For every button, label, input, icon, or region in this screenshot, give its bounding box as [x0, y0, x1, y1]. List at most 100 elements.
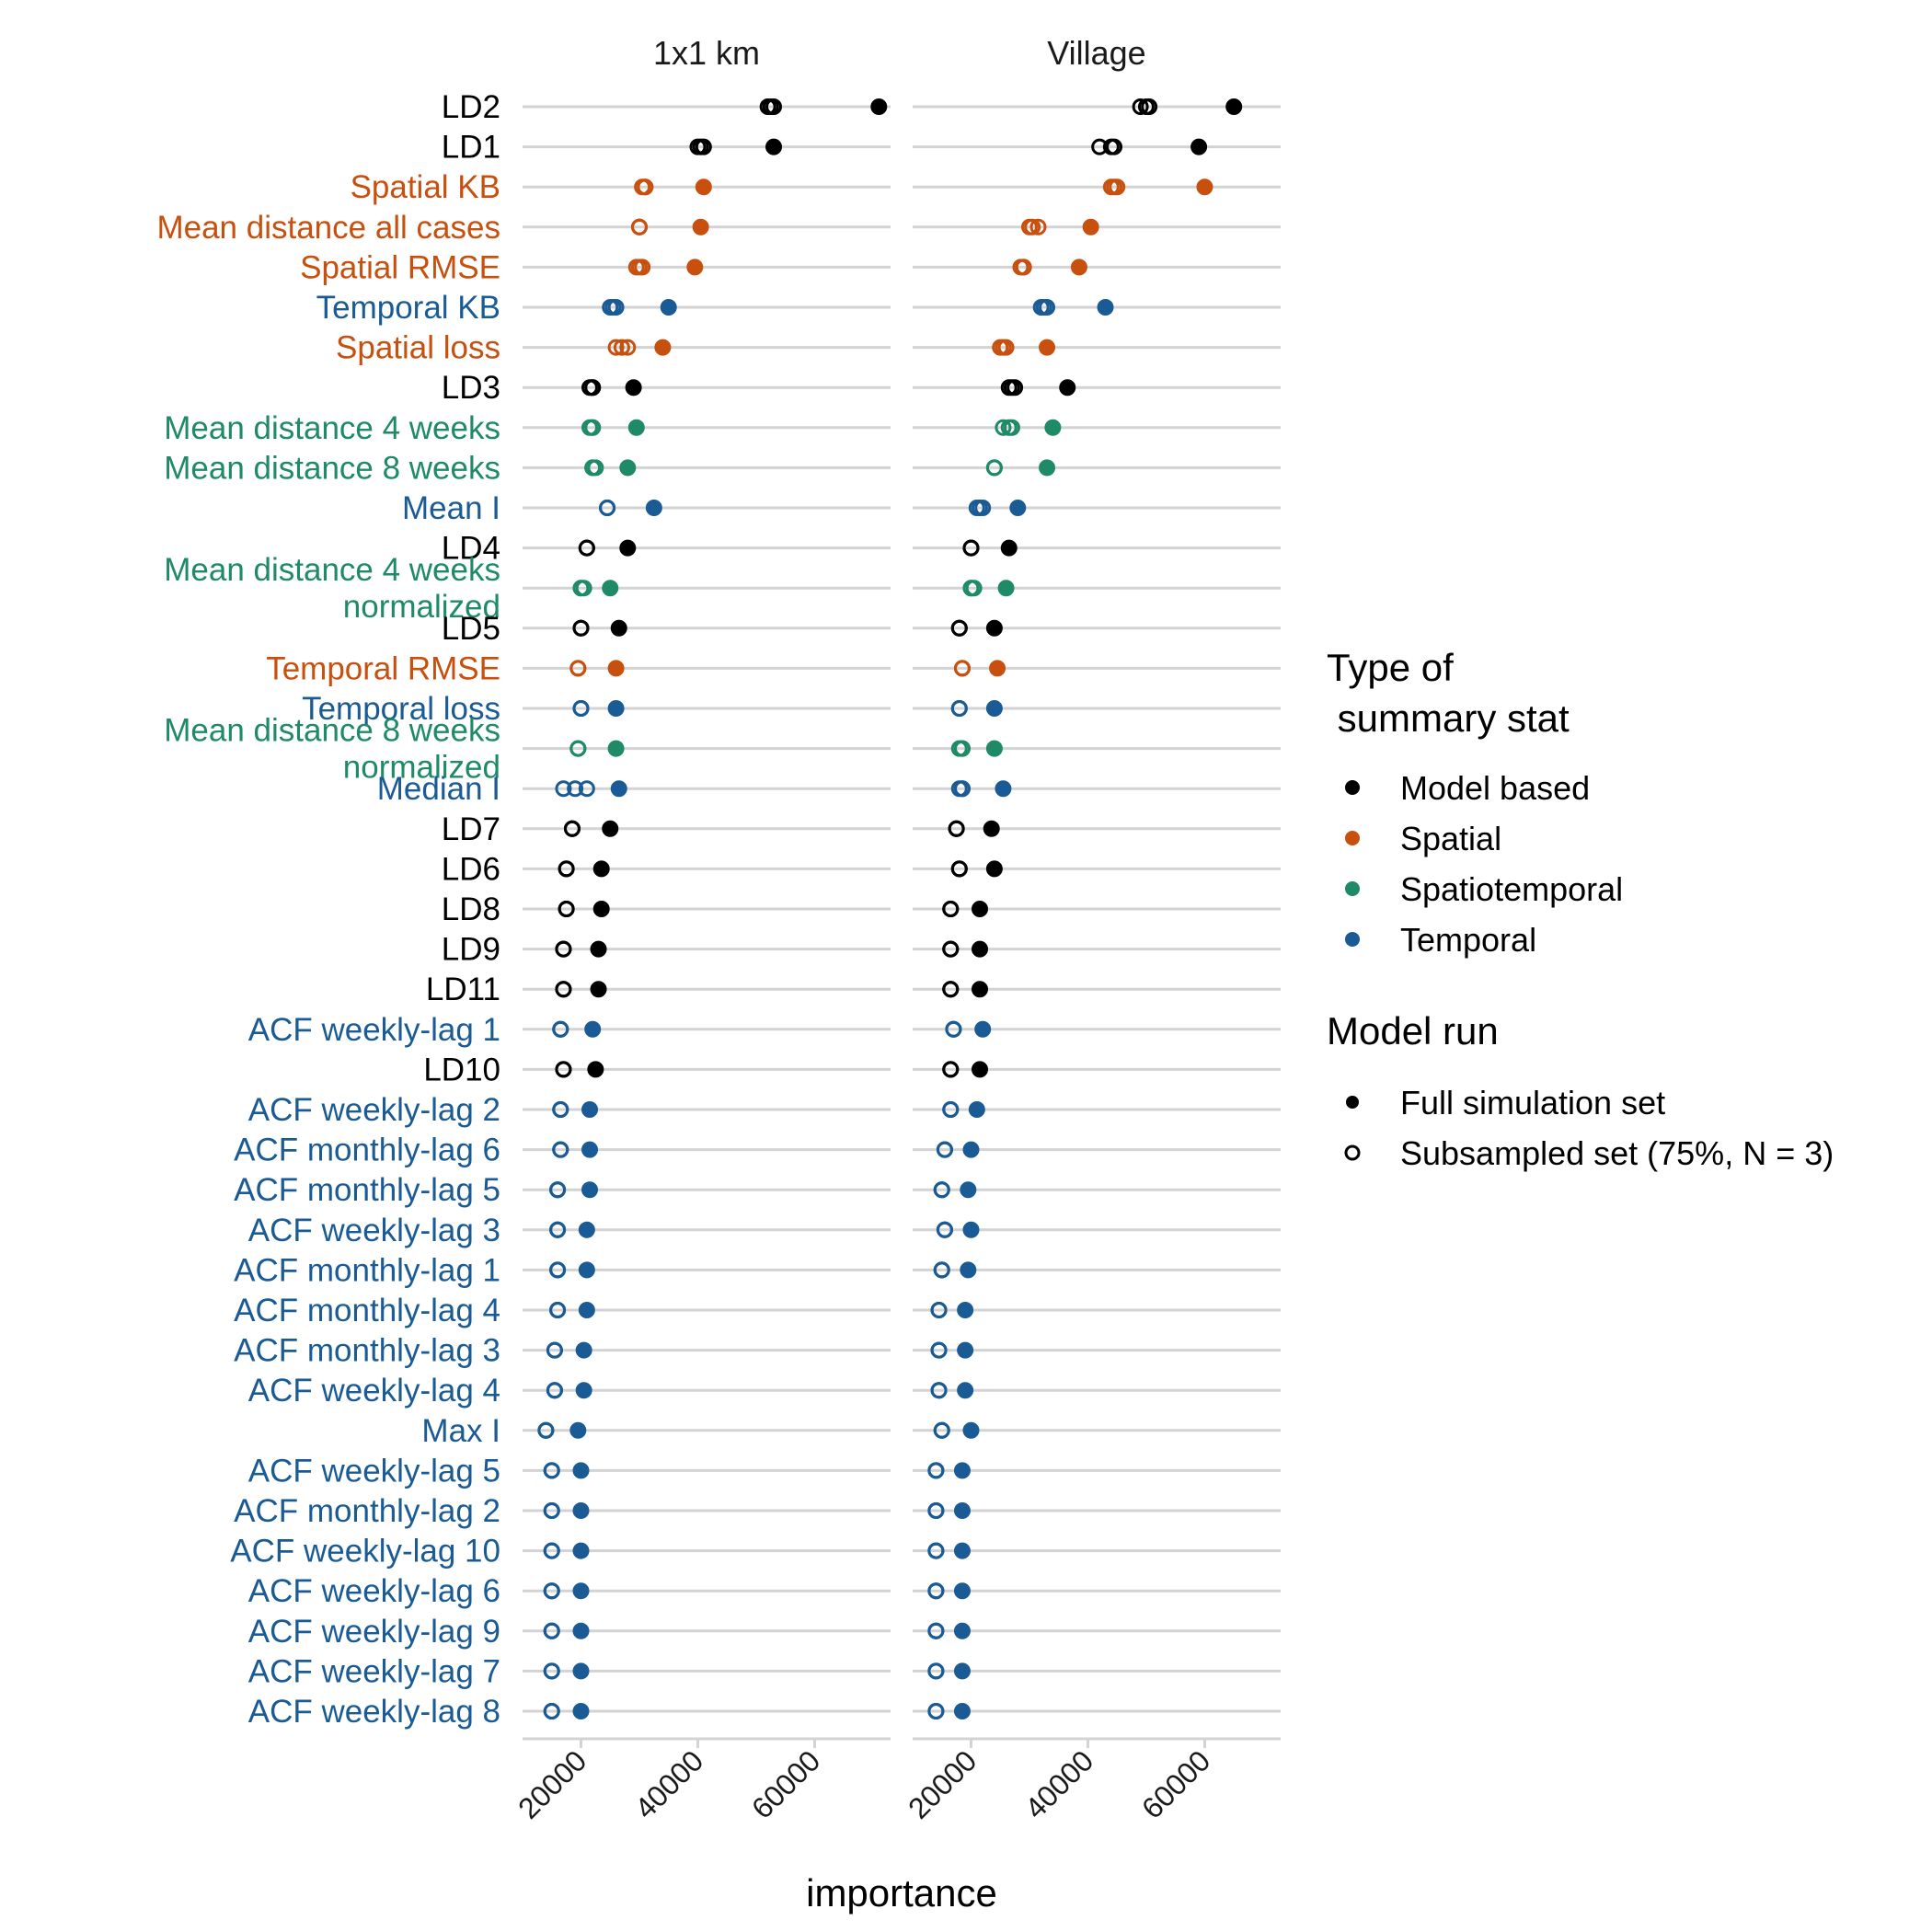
subsampled-point — [1006, 379, 1024, 397]
subsampled-point — [974, 500, 992, 516]
full-set-point — [985, 740, 1003, 757]
legend-shape-label: Full simulation set — [1400, 1084, 1665, 1121]
subsampled-point — [1132, 98, 1149, 115]
full-set-point — [983, 820, 1000, 837]
subsampled-point — [543, 1462, 560, 1479]
full-set-point — [578, 1302, 595, 1318]
legend-color-label: Model based — [1400, 769, 1590, 807]
x-tick-label: 20000 — [512, 1743, 592, 1824]
full-set-point — [870, 98, 888, 115]
subsampled-point — [942, 981, 960, 998]
subsampled-point — [575, 580, 592, 597]
category-label: ACF weekly-lag 6 — [248, 1573, 500, 1609]
category-label: ACF monthly-lag 6 — [234, 1133, 500, 1168]
full-set-point — [972, 1061, 989, 1078]
subsampled-point — [927, 1462, 945, 1479]
subsampled-point — [927, 1622, 945, 1639]
full-set-point — [607, 660, 625, 677]
subsampled-point — [953, 660, 971, 677]
subsampled-point — [695, 138, 712, 155]
facet-strip-label: 1x1 km — [653, 34, 760, 72]
subsampled-point — [555, 940, 572, 958]
subsampled-point — [572, 700, 590, 717]
full-set-point — [592, 860, 610, 878]
subsampled-point — [637, 178, 654, 196]
full-set-point — [578, 1261, 595, 1279]
category-label: ACF weekly-lag 2 — [248, 1092, 500, 1128]
legend-color-key — [1345, 932, 1360, 947]
category-label: ACF weekly-lag 5 — [248, 1453, 500, 1489]
subsampled-point — [1003, 419, 1020, 436]
full-set-point — [607, 700, 625, 717]
subsampled-point — [558, 901, 575, 917]
subsampled-point — [927, 1703, 945, 1719]
subsampled-point — [1106, 138, 1123, 155]
subsampled-point — [936, 1221, 953, 1238]
x-axes: 20000 40000 60000 20000 40000 60000 — [512, 1737, 1281, 1825]
subsampled-point — [543, 1502, 560, 1519]
legend-color-label: Temporal — [1400, 921, 1536, 959]
subsampled-point — [543, 1662, 560, 1680]
subsampled-point — [613, 339, 630, 356]
full-set-point — [610, 619, 627, 637]
full-set-point — [575, 1341, 592, 1359]
subsampled-point — [543, 1622, 560, 1639]
subsampled-point — [552, 1141, 569, 1158]
x-tick-label: 60000 — [1135, 1743, 1216, 1824]
category-label: LD11 — [426, 972, 500, 1007]
category-label: ACF weekly-lag 9 — [248, 1614, 500, 1650]
subsampled-point — [953, 740, 971, 757]
subsampled-point — [569, 660, 587, 677]
subsampled-point — [549, 1261, 567, 1279]
category-label: ACF weekly-lag 10 — [230, 1534, 500, 1570]
category-label: ACF monthly-lag 4 — [234, 1293, 500, 1328]
subsampled-point — [942, 940, 960, 958]
subsampled-point — [555, 981, 572, 998]
subsampled-point — [1015, 259, 1032, 276]
full-set-point — [953, 1462, 971, 1479]
full-set-point — [581, 1181, 599, 1199]
full-set-point — [572, 1622, 590, 1639]
full-set-point — [985, 860, 1003, 878]
legend-shape-title: Model run — [1327, 1009, 1499, 1052]
legend-color-label: Spatial — [1400, 820, 1501, 857]
full-set-point — [1059, 379, 1076, 397]
subsampled-point — [997, 339, 1015, 356]
full-set-point — [960, 1181, 977, 1199]
full-set-point — [587, 1061, 604, 1078]
category-label: Spatial KB — [351, 169, 500, 205]
category-label: ACF monthly-lag 5 — [234, 1172, 500, 1208]
subsampled-point — [942, 1101, 960, 1118]
category-label: Mean distance 8 weeks normalized — [164, 713, 500, 786]
full-set-point — [1097, 299, 1114, 316]
x-tick-label: 40000 — [628, 1743, 709, 1824]
subsampled-point — [953, 780, 971, 798]
full-set-point — [953, 1542, 971, 1559]
subsampled-point — [927, 1542, 945, 1559]
subsampled-point — [552, 1101, 569, 1118]
subsampled-point — [933, 1261, 950, 1279]
subsampled-point — [543, 1703, 560, 1719]
legend-color-label: Spatiotemporal — [1400, 870, 1623, 908]
category-label: LD7 — [442, 811, 500, 847]
full-set-point — [960, 1261, 977, 1279]
x-tick-label: 40000 — [1018, 1743, 1099, 1824]
subsampled-point — [950, 700, 968, 717]
subsampled-point — [599, 500, 616, 516]
subsampled-point — [950, 860, 968, 878]
category-label: Mean distance 4 weeks normalized — [164, 552, 500, 625]
full-set-point — [602, 820, 619, 837]
subsampled-point — [936, 1141, 953, 1158]
category-label: ACF monthly-lag 1 — [234, 1252, 500, 1288]
category-label: Spatial RMSE — [300, 249, 500, 285]
category-label: ACF weekly-lag 4 — [248, 1373, 500, 1409]
subsampled-point — [930, 1302, 948, 1318]
subsampled-point — [543, 1582, 560, 1600]
full-set-point — [1009, 500, 1027, 516]
x-tick-label: 60000 — [745, 1743, 826, 1824]
full-set-point — [957, 1382, 974, 1399]
full-set-point — [962, 1421, 980, 1439]
full-set-point — [962, 1141, 980, 1158]
subsampled-point — [558, 860, 575, 878]
subsampled-point — [607, 299, 625, 316]
